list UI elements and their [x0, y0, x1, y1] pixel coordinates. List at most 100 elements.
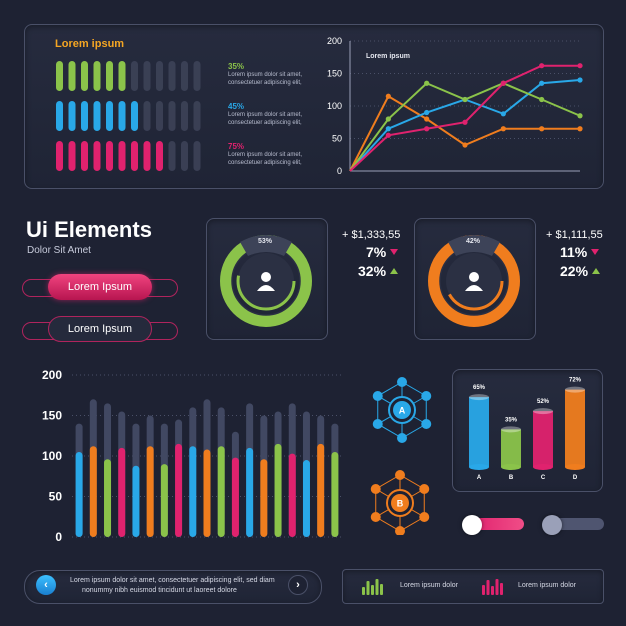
footer-text-panel	[24, 570, 322, 604]
network-node	[370, 484, 381, 494]
bar-cap	[501, 426, 521, 433]
bar	[501, 429, 521, 467]
primary-button[interactable]: Lorem Ipsum	[48, 274, 152, 300]
data-point	[424, 80, 430, 86]
progress-pill	[118, 61, 126, 91]
progress-desc: Lorem ipsum dolor sit amet,	[228, 152, 303, 158]
data-point	[424, 109, 430, 116]
bar	[160, 464, 168, 537]
amount-2: + $1,111,55	[546, 229, 603, 241]
progress-pill	[193, 61, 201, 91]
progress-pill	[168, 101, 176, 131]
y-tick-label: 0	[337, 166, 342, 176]
bar-value-label: 52%	[537, 399, 550, 405]
network-node	[421, 391, 432, 401]
data-point	[462, 96, 468, 103]
bar	[317, 443, 325, 537]
progress-pill	[143, 61, 151, 91]
progress-pill	[131, 61, 138, 91]
bar	[533, 411, 553, 467]
prev-button[interactable]: ‹	[36, 575, 56, 595]
network-node	[419, 484, 430, 494]
progress-pill	[193, 141, 201, 171]
footer-mini-bars	[362, 579, 503, 595]
progress-pill	[93, 61, 101, 91]
series-line	[349, 64, 580, 172]
progress-pill	[93, 141, 101, 171]
data-point	[500, 80, 506, 86]
data-point	[577, 126, 583, 132]
progress-row-1: 35% Lorem ipsum dolor sit amet, consecte…	[228, 62, 302, 87]
progress-pill	[168, 61, 176, 91]
bar	[104, 459, 112, 537]
progress-pill	[68, 101, 76, 131]
network-label: A	[399, 406, 406, 416]
next-button[interactable]: ›	[288, 575, 308, 595]
mini-bar	[362, 587, 365, 595]
progress-pill	[156, 61, 163, 91]
data-point	[539, 80, 545, 86]
donut-percent-2: 42%	[466, 238, 481, 245]
data-point	[424, 126, 430, 132]
progress-row-2: 45% Lorem ipsum dolor sit amet, consecte…	[228, 102, 302, 127]
data-point	[577, 63, 583, 69]
network-node	[372, 419, 383, 429]
arrow-up-icon	[592, 268, 601, 274]
y-tick-label: 150	[327, 69, 342, 79]
secondary-button[interactable]: Lorem Ipsum	[48, 316, 152, 342]
toggle-switch-off[interactable]	[542, 515, 604, 535]
y-tick-label: 50	[332, 134, 342, 144]
network-diagrams: AB	[370, 377, 432, 535]
bar	[246, 447, 254, 537]
bar	[132, 465, 140, 537]
mini-bar	[486, 580, 490, 595]
progress-pill	[56, 101, 63, 131]
bar	[217, 446, 225, 537]
data-point	[539, 126, 545, 132]
y-tick-label: 100	[42, 449, 62, 463]
bar-base	[533, 464, 553, 470]
page-title: Ui Elements	[26, 217, 152, 242]
progress-desc: Lorem ipsum dolor sit amet,	[228, 112, 303, 118]
big-bar-chart: 200 150 100 50 0	[42, 368, 342, 544]
network-node	[397, 433, 407, 443]
footer-legend-1: Lorem ipsum dolor	[400, 582, 458, 589]
progress-pill	[68, 61, 76, 91]
mini-bar	[375, 579, 379, 595]
progress-pill	[106, 61, 113, 91]
bar	[146, 446, 154, 537]
arrow-down-icon	[591, 249, 600, 255]
progress-pill	[168, 141, 176, 171]
stat-down-2: 11%	[560, 244, 600, 260]
bar	[89, 446, 97, 537]
user-icon	[257, 285, 275, 291]
bar	[175, 443, 183, 537]
progress-pill	[143, 101, 151, 131]
toggle-switch-on[interactable]	[462, 515, 524, 535]
y-tick-label: 200	[327, 36, 342, 46]
mini-bar	[380, 584, 383, 595]
progress-pill	[68, 141, 76, 171]
footer-legend-2: Lorem ipsum dolor	[518, 582, 576, 589]
data-point	[539, 96, 545, 103]
bar	[231, 457, 239, 537]
bar	[75, 451, 83, 537]
data-point	[500, 111, 506, 117]
network-node	[397, 377, 407, 387]
line-chart: 200 150 100 50 0	[327, 36, 583, 176]
bar	[118, 447, 126, 537]
donut-chart-2	[428, 235, 520, 327]
data-point	[462, 142, 468, 148]
y-tick-label: 100	[327, 101, 342, 111]
stat-value: 22%	[560, 263, 589, 279]
donut-percent-1: 53%	[258, 238, 273, 245]
progress-pill	[181, 101, 188, 131]
footer-legend-panel	[342, 569, 604, 604]
bar	[302, 460, 310, 537]
mini-bar	[371, 585, 374, 595]
bar-base	[501, 464, 521, 470]
progress-desc: consectetuer adipiscing elit,	[228, 120, 302, 126]
stat-value: 11%	[560, 244, 588, 260]
y-tick-label: 150	[42, 409, 62, 423]
data-point	[385, 93, 391, 99]
